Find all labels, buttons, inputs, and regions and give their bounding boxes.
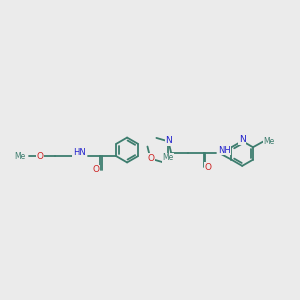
Text: O: O xyxy=(204,163,211,172)
Text: O: O xyxy=(148,154,155,163)
Text: NH: NH xyxy=(218,146,231,155)
Text: O: O xyxy=(92,165,99,174)
Text: HN: HN xyxy=(73,148,85,158)
Text: O: O xyxy=(36,152,43,161)
Text: Me: Me xyxy=(14,152,25,161)
Text: N: N xyxy=(239,135,246,144)
Text: Me: Me xyxy=(163,154,174,163)
Text: N: N xyxy=(165,136,172,145)
Text: Me: Me xyxy=(263,136,275,146)
